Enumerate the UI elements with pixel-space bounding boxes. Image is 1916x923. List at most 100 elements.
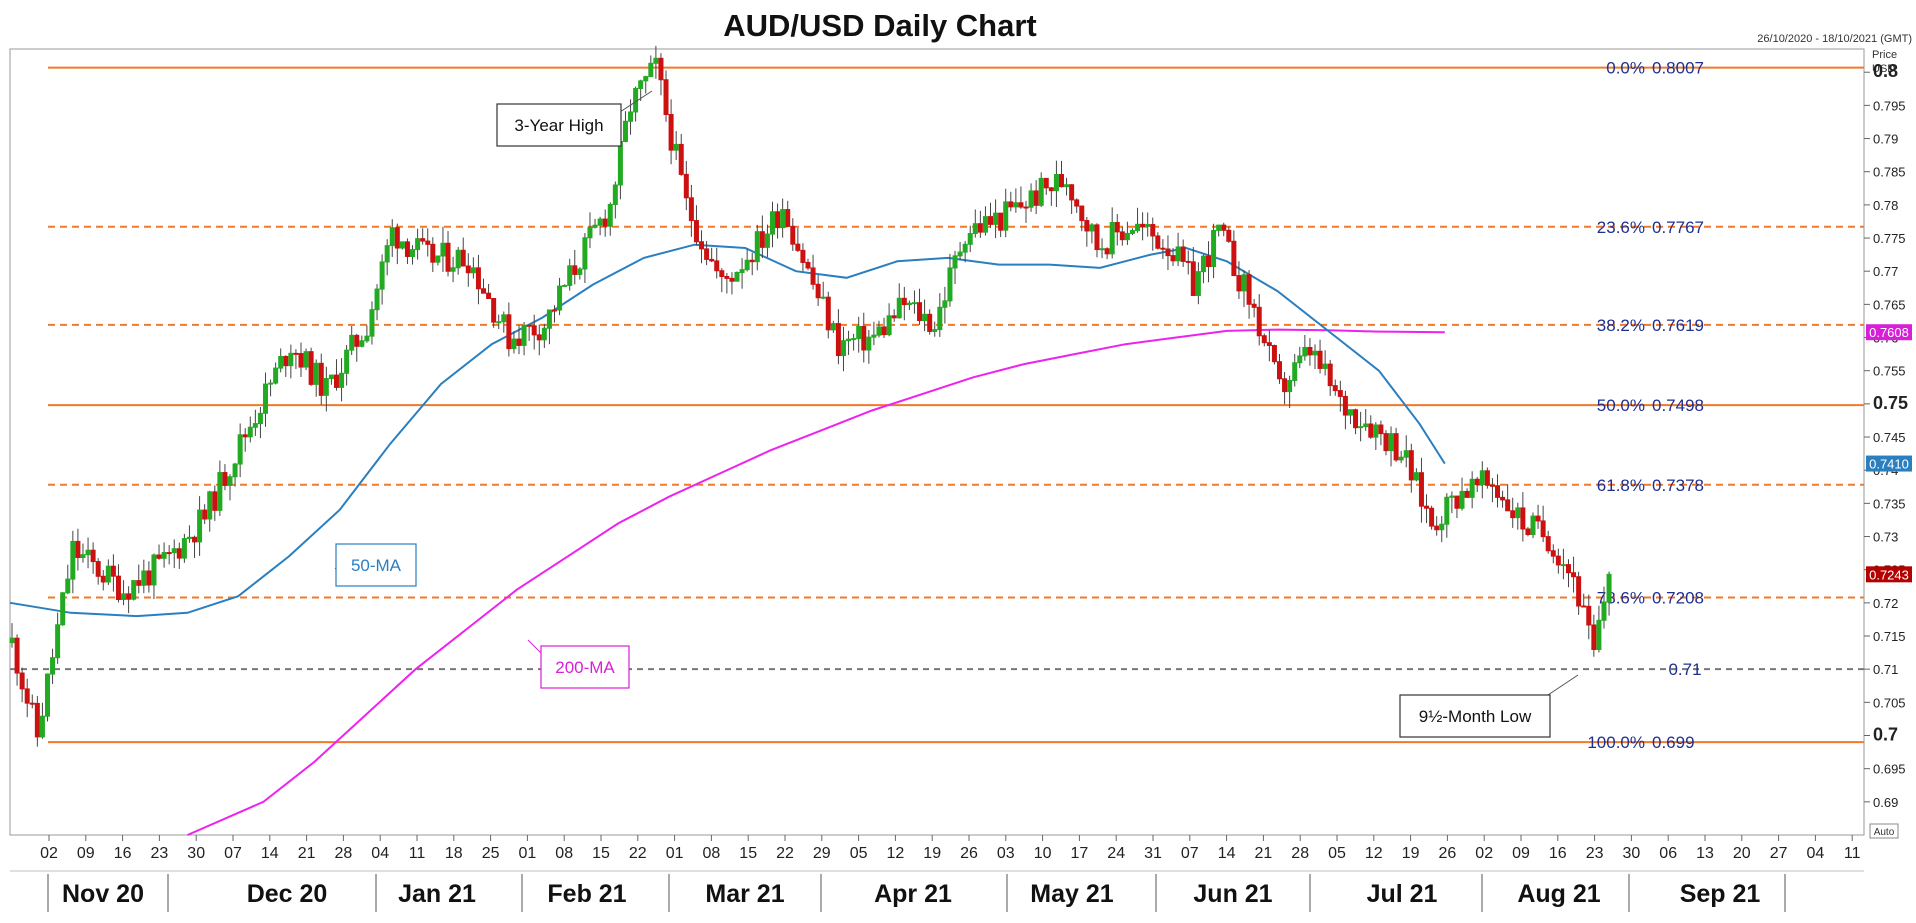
candle [455, 246, 461, 275]
candle [693, 205, 699, 246]
candle [85, 537, 91, 569]
candle [663, 70, 669, 122]
candle [1048, 187, 1054, 206]
candle [1342, 390, 1348, 430]
ma50-label-text: 50-MA [351, 556, 402, 575]
candle [937, 293, 943, 337]
candle [136, 564, 142, 594]
x-day-label: 17 [1071, 845, 1089, 862]
x-day-label: 26 [1439, 845, 1457, 862]
candle [1018, 186, 1024, 209]
candle [1089, 223, 1095, 244]
candle [440, 226, 446, 272]
candle [313, 359, 319, 397]
candle [1413, 468, 1419, 482]
y-tick-label: 0.73 [1873, 530, 1898, 545]
x-day-label: 27 [1770, 845, 1788, 862]
x-day-label: 06 [1659, 845, 1677, 862]
x-day-label: 15 [739, 845, 757, 862]
fibonacci-levels: 0.0% 0.8007 23.6% 0.7767 38.2% 0.7619 50.0% 0.7… [48, 59, 1864, 752]
x-month-label: Aug 21 [1517, 880, 1600, 908]
candle [577, 267, 583, 280]
candle [1545, 530, 1551, 554]
candle [1403, 435, 1409, 468]
candle [516, 325, 522, 355]
candle [1505, 484, 1511, 512]
y-tick-label: 0.735 [1873, 496, 1906, 511]
candle [759, 215, 765, 259]
candle [1064, 177, 1070, 196]
y-tick-label: 0.79 [1873, 132, 1898, 147]
candle [166, 545, 172, 565]
candle [344, 345, 350, 386]
candle [181, 533, 187, 563]
candle [673, 131, 679, 161]
candle [1408, 443, 1414, 493]
y-tick-label: 0.715 [1873, 629, 1906, 644]
y-tick-label: 0.755 [1873, 364, 1906, 379]
x-day-label: 01 [666, 845, 684, 862]
candle [1307, 338, 1313, 366]
candle [896, 283, 902, 319]
x-day-label: 12 [1365, 845, 1383, 862]
candle [161, 542, 167, 568]
candle [115, 564, 121, 603]
candle [1261, 333, 1267, 347]
candle [384, 239, 390, 276]
auto-scale-button[interactable] [1869, 823, 1899, 839]
candle [151, 553, 157, 600]
candle [810, 254, 816, 290]
candle [496, 314, 502, 330]
candle [1058, 160, 1064, 188]
candle [1353, 408, 1359, 435]
fib-percent-label: 0.0% [1606, 59, 1645, 78]
candle [1571, 556, 1577, 593]
candle [323, 366, 329, 412]
candle [470, 257, 476, 279]
x-day-label: 21 [1255, 845, 1273, 862]
candle [425, 228, 431, 257]
x-day-label: 24 [1107, 845, 1125, 862]
x-day-label: 13 [1696, 845, 1714, 862]
candle [1550, 544, 1556, 564]
candle [770, 201, 775, 248]
x-day-label: 23 [151, 845, 169, 862]
candle [1028, 183, 1034, 212]
x-day-label: 31 [1144, 845, 1162, 862]
candle [303, 348, 309, 371]
candle [278, 348, 284, 373]
candle [359, 335, 365, 348]
candle [557, 277, 563, 316]
candle [906, 300, 912, 311]
candle [805, 258, 811, 271]
candle [1200, 254, 1206, 284]
candle [232, 462, 238, 487]
ma50-last-tag-label: 0.7410 [1869, 457, 1909, 472]
candle [1479, 461, 1485, 499]
y-tick-label: 0.795 [1873, 98, 1906, 113]
fib-percent-label: 23.6% [1597, 218, 1645, 237]
candle [257, 407, 263, 439]
candle [729, 272, 735, 295]
candle [1038, 172, 1044, 208]
candle [947, 253, 953, 307]
candle [1530, 512, 1536, 539]
candle [44, 673, 50, 722]
candle [1135, 207, 1141, 233]
candle [1337, 380, 1343, 412]
support-value-label: 0.71 [1668, 660, 1701, 679]
candle [1241, 270, 1247, 308]
candle [1500, 490, 1506, 508]
y-tick-label: 0.78 [1873, 198, 1898, 213]
x-day-label: 05 [850, 845, 868, 862]
candle [612, 181, 618, 219]
fib-percent-label: 50.0% [1597, 396, 1645, 415]
candle [506, 302, 512, 357]
candle [1535, 504, 1541, 529]
candle [1368, 415, 1374, 439]
candle [217, 460, 223, 516]
candle [607, 202, 613, 236]
date-axis: 02 09 16 23 30 07 14 21 28 04 11 18 25 01 08 15 22 01 08 15… [40, 835, 1861, 912]
x-day-label: 22 [629, 845, 647, 862]
y-tick-label: 0.775 [1873, 231, 1906, 246]
